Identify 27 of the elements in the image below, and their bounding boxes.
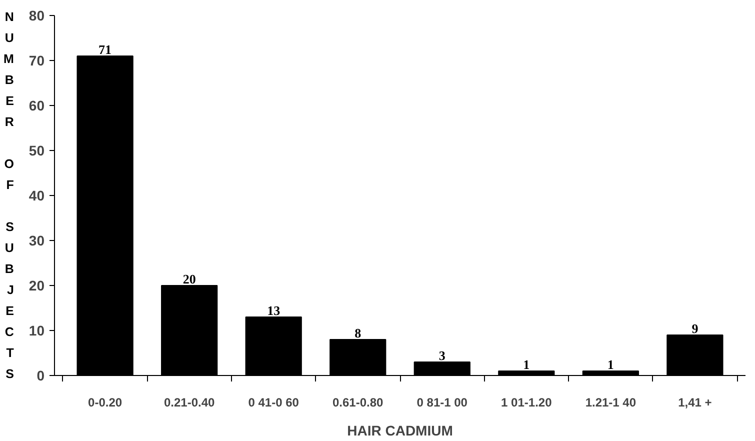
y-tick-label: 10 — [28, 322, 45, 338]
x-tick-label: 0-0.20 — [88, 396, 122, 410]
x-axis-title: HAIR CADMIUM — [347, 422, 453, 438]
x-tick-label: 1 01-1.20 — [501, 396, 552, 410]
data-label: 8 — [354, 326, 362, 340]
x-tick-label: 0.61-0.80 — [332, 396, 384, 410]
y-tick-label: 40 — [28, 188, 45, 204]
y-tick-label: 50 — [28, 142, 45, 158]
x-tick-label: 1,41 + — [678, 396, 712, 410]
data-label: 13 — [267, 303, 281, 318]
data-label: 9 — [692, 321, 699, 336]
data-label: 71 — [98, 42, 112, 57]
text: NUMBER OF SUBJECTS — [4, 10, 14, 381]
x-tick-label: 0 41-0 60 — [248, 396, 300, 410]
y-tick-label: 0 — [36, 368, 45, 384]
y-tick-label: 60 — [28, 98, 45, 114]
y-tick-label: 70 — [28, 52, 45, 68]
y-tick-label: 20 — [28, 278, 45, 294]
y-tick-label: 30 — [28, 232, 45, 248]
y-tick-label: 80 — [28, 8, 45, 24]
data-label: 3 — [438, 348, 446, 363]
x-tick-label: 0 81-1 00 — [416, 396, 468, 410]
x-tick-label: 0.21-0.40 — [164, 396, 216, 410]
data-label: 20 — [182, 272, 196, 286]
data-label: 1 — [607, 357, 614, 372]
data-label: 1 — [523, 357, 530, 372]
x-tick-label: 1.21-1 40 — [585, 396, 636, 410]
